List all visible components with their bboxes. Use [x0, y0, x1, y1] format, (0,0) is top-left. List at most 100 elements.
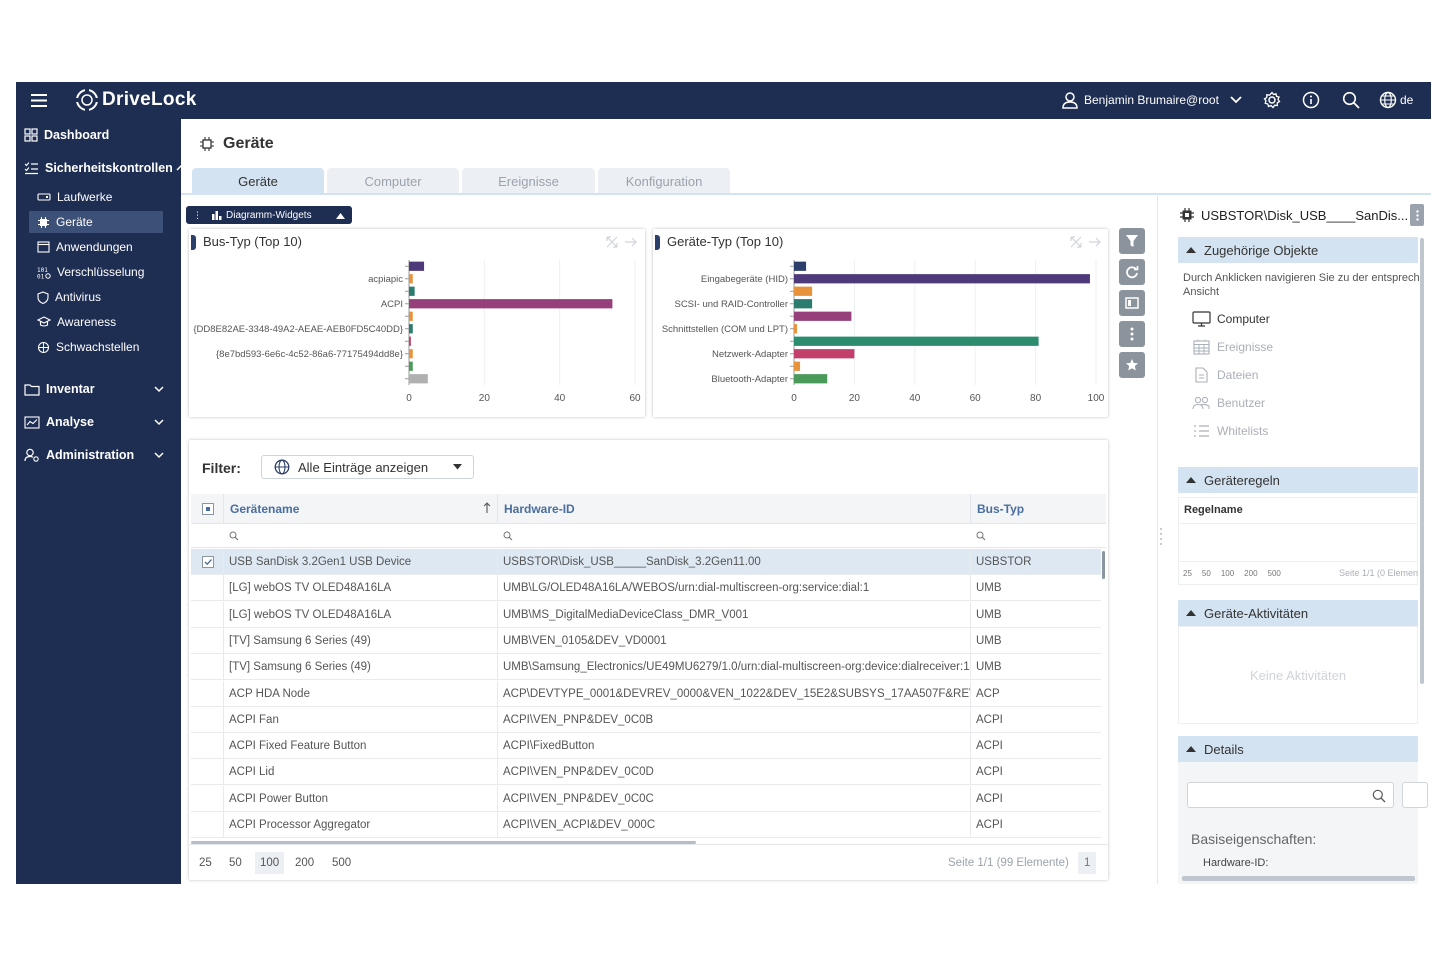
column-toggle-button[interactable]: [1119, 290, 1145, 316]
related-objects-section-header[interactable]: Zugehörige Objekte: [1178, 237, 1418, 263]
sidebar-item-analysis[interactable]: Analyse: [24, 411, 176, 433]
sidebar-item-dashboard[interactable]: Dashboard: [24, 124, 109, 146]
device-activities-section-header[interactable]: Geräte-Aktivitäten: [1178, 600, 1418, 626]
details-section-header[interactable]: Details: [1178, 736, 1418, 762]
info-icon[interactable]: [1302, 91, 1320, 109]
search-icon[interactable]: [229, 531, 239, 541]
sidebar-item-administration[interactable]: Administration: [24, 444, 176, 466]
sidebar-item-inventory[interactable]: Inventar: [24, 378, 176, 400]
expand-icon[interactable]: [1069, 235, 1083, 249]
related-link-whitelists[interactable]: Whitelists: [1192, 420, 1268, 442]
filter-dropdown[interactable]: Alle Einträge anzeigen: [261, 455, 474, 479]
refresh-button[interactable]: [1119, 259, 1145, 285]
sidebar-item-awareness[interactable]: Awareness: [29, 311, 163, 333]
expand-icon[interactable]: [605, 235, 619, 249]
sort-ascending-icon[interactable]: [483, 502, 491, 514]
devices-grid: Gerätename Hardware-ID Bus-Typ USB SanDi…: [191, 494, 1106, 844]
table-row[interactable]: ACPI Fixed Feature Button ACPI\FixedButto…: [191, 733, 1101, 760]
panel-menu-button[interactable]: [1410, 204, 1424, 226]
related-link-users[interactable]: Benutzer: [1192, 392, 1265, 414]
arrow-right-icon[interactable]: [624, 235, 638, 249]
device-rules-section-header[interactable]: Geräteregeln: [1178, 467, 1418, 493]
page-size-500[interactable]: 500: [1267, 569, 1281, 578]
table-row[interactable]: [TV] Samsung 6 Series (49) UMB\VEN_0105&D…: [191, 627, 1101, 654]
user-menu[interactable]: Benjamin Brumaire@root: [1062, 91, 1243, 109]
hardware-id-cell: ACPI\VEN_PNP&DEV_0C0C: [503, 792, 654, 805]
more-options-button[interactable]: [1119, 321, 1145, 347]
search-icon[interactable]: [1342, 91, 1360, 109]
sidebar-item-drives[interactable]: Laufwerke: [29, 186, 163, 208]
sidebar-item-security-controls[interactable]: Sicherheitskontrollen: [24, 157, 192, 179]
tab-devices[interactable]: Geräte: [192, 168, 324, 194]
page-size-500[interactable]: 500: [332, 857, 352, 869]
vertical-scrollbar[interactable]: [1102, 551, 1105, 579]
select-all-checkbox[interactable]: [202, 503, 214, 515]
search-icon[interactable]: [1372, 789, 1386, 803]
related-link-label: Dateien: [1217, 368, 1259, 382]
column-header-bus-type[interactable]: Bus-Typ: [970, 494, 1106, 524]
sidebar-item-encryption[interactable]: 101 01 Verschlüsselung: [29, 261, 163, 283]
page-size-25[interactable]: 25: [199, 857, 212, 869]
sidebar-item-devices[interactable]: Geräte: [29, 211, 163, 233]
table-row[interactable]: ACPI Processor Aggregator ACPI\VEN_ACPI&D…: [191, 812, 1101, 838]
rules-column-header[interactable]: Regelname: [1184, 504, 1243, 516]
table-row[interactable]: ACP HDA Node ACP\DEVTYPE_0001&DEVREV_0000…: [191, 680, 1101, 707]
sidebar-item-applications[interactable]: Anwendungen: [29, 236, 163, 258]
page-size-200[interactable]: 200: [295, 857, 315, 869]
sidebar-item-antivirus[interactable]: Antivirus: [29, 286, 163, 308]
tab-configuration[interactable]: Konfiguration: [598, 168, 730, 194]
table-row[interactable]: USB SanDisk 3.2Gen1 USB Device USBSTOR\Di…: [191, 549, 1101, 575]
search-icon[interactable]: [503, 531, 513, 541]
table-row[interactable]: [LG] webOS TV OLED48A16LA UMB\LG/OLED48A1…: [191, 575, 1101, 602]
related-link-files[interactable]: Dateien: [1192, 364, 1258, 386]
details-search-input[interactable]: [1187, 782, 1394, 808]
column-divider: [223, 654, 224, 681]
language-selector[interactable]: de: [1379, 91, 1413, 109]
section-header-label: Geräte-Aktivitäten: [1204, 605, 1309, 621]
bar-chart-icon: [212, 210, 222, 220]
horizontal-scrollbar[interactable]: [191, 841, 696, 844]
panel-resize-handle[interactable]: [1159, 193, 1163, 884]
favorite-button[interactable]: [1119, 352, 1145, 378]
page-size-50[interactable]: 50: [229, 857, 242, 869]
tab-events[interactable]: Ereignisse: [462, 168, 595, 194]
column-divider: [497, 575, 498, 602]
section-header-label: Zugehörige Objekte: [1204, 242, 1319, 258]
table-row[interactable]: ACPI Power Button ACPI\VEN_PNP&DEV_0C0C AC…: [191, 785, 1101, 812]
settings-gear-icon[interactable]: [1263, 91, 1281, 109]
table-row[interactable]: [TV] Samsung 6 Series (49) UMB\Samsung_El…: [191, 654, 1101, 681]
table-row[interactable]: [LG] webOS TV OLED48A16LA UMB\MS_DigitalM…: [191, 601, 1101, 628]
row-checkbox[interactable]: [202, 556, 214, 568]
search-icon[interactable]: [976, 531, 986, 541]
tab-computer[interactable]: Computer: [327, 168, 459, 194]
related-link-label: Benutzer: [1217, 396, 1266, 410]
kebab-menu-icon: [1130, 327, 1134, 341]
related-link-events[interactable]: Ereignisse: [1192, 336, 1273, 358]
page-size-50[interactable]: 50: [1201, 569, 1211, 578]
table-row[interactable]: ACPI Lid ACPI\VEN_PNP&DEV_0C0D ACPI: [191, 759, 1101, 786]
caret-down-icon: [453, 464, 462, 470]
monitor-icon: [1192, 311, 1211, 327]
arrow-right-icon[interactable]: [1088, 235, 1102, 249]
column-divider: [223, 549, 224, 575]
hardware-id-label: Hardware-ID:: [1203, 857, 1269, 869]
page-size-200[interactable]: 200: [1244, 569, 1258, 578]
filter-button[interactable]: [1119, 228, 1145, 254]
related-link-computer[interactable]: Computer: [1192, 308, 1270, 330]
panel-scrollbar[interactable]: [1420, 238, 1424, 684]
related-link-label: Ereignisse: [1217, 340, 1274, 354]
table-row[interactable]: ACPI Fan ACPI\VEN_PNP&DEV_0C0B ACPI: [191, 706, 1101, 733]
page-number-button[interactable]: 1: [1078, 852, 1097, 874]
widgets-toggle-button[interactable]: ⋮ Diagramm-Widgets: [186, 206, 352, 224]
sidebar-item-vulnerabilities[interactable]: Schwachstellen: [29, 336, 163, 358]
details-horizontal-scrollbar[interactable]: [1182, 876, 1415, 881]
column-header-device-name[interactable]: Gerätename: [223, 494, 497, 524]
hamburger-menu-icon[interactable]: [31, 94, 47, 107]
panel-title: USBSTOR\Disk_USB____SanDis...: [1201, 207, 1409, 223]
column-header-hardware-id[interactable]: Hardware-ID: [497, 494, 970, 524]
brand-logo[interactable]: DriveLock: [74, 87, 197, 113]
details-option-button[interactable]: [1402, 782, 1428, 808]
page-size-100[interactable]: 100: [1220, 569, 1235, 578]
page-size-100[interactable]: 100: [255, 852, 285, 874]
page-size-25[interactable]: 25: [1183, 569, 1192, 578]
